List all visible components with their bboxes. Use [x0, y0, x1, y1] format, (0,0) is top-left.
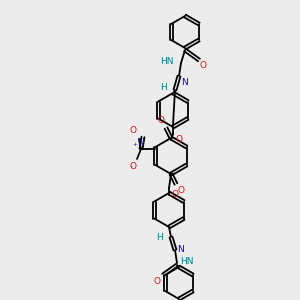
Text: N: N — [138, 138, 144, 147]
Text: O: O — [171, 190, 178, 199]
Text: N: N — [181, 78, 188, 87]
Text: O: O — [130, 126, 137, 135]
Text: O: O — [200, 61, 207, 70]
Text: O: O — [178, 186, 185, 195]
Text: H: H — [156, 232, 163, 242]
Text: O: O — [154, 277, 161, 286]
Text: O: O — [157, 116, 164, 125]
Text: +: + — [132, 142, 137, 147]
Text: O: O — [175, 135, 182, 144]
Text: H: H — [160, 83, 167, 92]
Text: N: N — [177, 245, 184, 254]
Text: O: O — [130, 162, 137, 171]
Text: -: - — [130, 161, 133, 171]
Text: HN: HN — [180, 256, 194, 266]
Text: HN: HN — [160, 58, 174, 67]
